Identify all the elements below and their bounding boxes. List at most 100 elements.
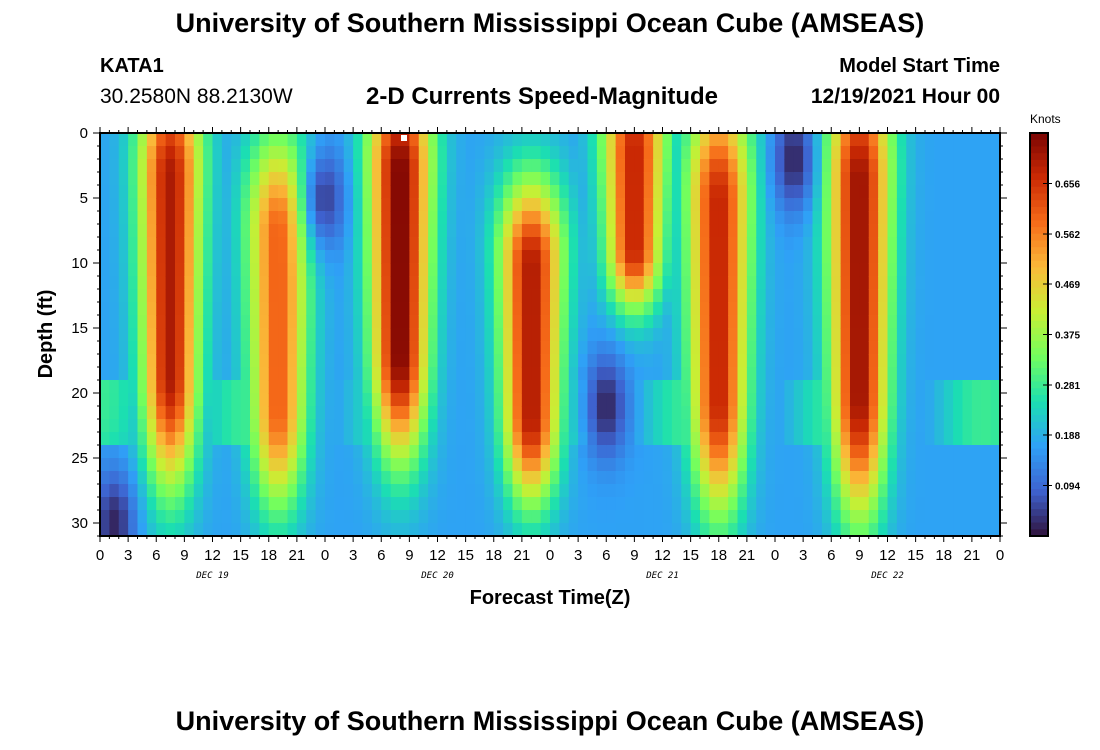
colorbar-segment bbox=[1030, 435, 1048, 443]
heatmap-cell bbox=[550, 419, 560, 433]
heatmap-cell bbox=[184, 471, 195, 485]
heatmap-cell bbox=[990, 250, 1001, 264]
heatmap-cell bbox=[906, 367, 917, 381]
heatmap-cell bbox=[990, 380, 1001, 394]
heatmap-cell bbox=[934, 393, 945, 407]
heatmap-cell bbox=[765, 432, 776, 446]
heatmap-cell bbox=[625, 523, 635, 537]
heatmap-cell bbox=[878, 224, 889, 238]
heatmap-cell bbox=[784, 328, 795, 342]
heatmap-cell bbox=[896, 458, 907, 472]
heatmap-cell bbox=[437, 523, 448, 537]
heatmap-cell bbox=[775, 484, 785, 498]
heatmap-cell bbox=[803, 367, 814, 381]
heatmap-cell bbox=[784, 510, 795, 524]
heatmap-cell bbox=[418, 185, 429, 199]
heatmap-cell bbox=[915, 354, 926, 368]
heatmap-cell bbox=[868, 315, 879, 329]
heatmap-cell bbox=[428, 237, 439, 251]
heatmap-cell bbox=[615, 393, 626, 407]
heatmap-cell bbox=[325, 198, 335, 212]
heatmap-cell bbox=[756, 393, 767, 407]
heatmap-cell bbox=[906, 523, 917, 537]
heatmap-cell bbox=[315, 406, 326, 420]
heatmap-cell bbox=[193, 146, 204, 160]
heatmap-cell bbox=[146, 458, 157, 472]
heatmap-cell bbox=[746, 263, 757, 277]
heatmap-cell bbox=[193, 302, 204, 316]
heatmap-cell bbox=[128, 250, 139, 264]
heatmap-cell bbox=[418, 250, 429, 264]
heatmap-cell bbox=[109, 484, 120, 498]
heatmap-cell bbox=[981, 133, 992, 147]
heatmap-cell bbox=[109, 237, 120, 251]
heatmap-cell bbox=[231, 302, 242, 316]
heatmap-cell bbox=[859, 471, 870, 485]
heatmap-cell bbox=[296, 250, 307, 264]
heatmap-cell bbox=[268, 133, 279, 147]
heatmap-cell bbox=[887, 172, 898, 186]
heatmap-cell bbox=[765, 354, 776, 368]
heatmap-cell bbox=[175, 419, 185, 433]
heatmap-cell bbox=[287, 276, 298, 290]
heatmap-cell bbox=[896, 224, 907, 238]
heatmap-cell bbox=[943, 198, 954, 212]
heatmap-cell bbox=[240, 211, 251, 225]
heatmap-cell bbox=[268, 289, 279, 303]
heatmap-cell bbox=[437, 458, 448, 472]
heatmap-cell bbox=[250, 341, 260, 355]
heatmap-cell bbox=[306, 393, 317, 407]
heatmap-cell bbox=[493, 289, 504, 303]
heatmap-cell bbox=[409, 458, 420, 472]
heatmap-cell bbox=[231, 523, 242, 537]
heatmap-cell bbox=[118, 406, 129, 420]
heatmap-cell bbox=[990, 458, 1001, 472]
heatmap-cell bbox=[287, 250, 298, 264]
heatmap-cell bbox=[418, 367, 429, 381]
heatmap-cell bbox=[428, 146, 439, 160]
heatmap-cell bbox=[662, 276, 673, 290]
heatmap-cell bbox=[821, 146, 832, 160]
heatmap-cell bbox=[428, 315, 439, 329]
heatmap-cell bbox=[887, 302, 898, 316]
heatmap-cell bbox=[456, 146, 467, 160]
heatmap-cell bbox=[962, 172, 973, 186]
heatmap-cell bbox=[728, 133, 739, 147]
colorbar-segment bbox=[1030, 475, 1048, 483]
heatmap-cell bbox=[615, 289, 626, 303]
heatmap-cell bbox=[681, 185, 692, 199]
heatmap-cell bbox=[728, 393, 739, 407]
heatmap-cell bbox=[690, 289, 701, 303]
heatmap-cell bbox=[700, 367, 710, 381]
heatmap-cell bbox=[793, 341, 804, 355]
heatmap-cell bbox=[681, 146, 692, 160]
heatmap-cell bbox=[559, 250, 570, 264]
heatmap-cell bbox=[821, 510, 832, 524]
heatmap-cell bbox=[690, 432, 701, 446]
heatmap-cell bbox=[981, 250, 992, 264]
heatmap-cell bbox=[165, 133, 176, 147]
heatmap-cell bbox=[325, 432, 335, 446]
heatmap-cell bbox=[231, 432, 242, 446]
heatmap-cell bbox=[906, 458, 917, 472]
heatmap-cell bbox=[803, 406, 814, 420]
heatmap-cell bbox=[681, 510, 692, 524]
heatmap-cell bbox=[306, 172, 317, 186]
heatmap-cell bbox=[109, 328, 120, 342]
heatmap-cell bbox=[184, 484, 195, 498]
heatmap-cell bbox=[278, 328, 289, 342]
heatmap-cell bbox=[906, 302, 917, 316]
heatmap-cell bbox=[109, 289, 120, 303]
heatmap-cell bbox=[587, 471, 598, 485]
heatmap-cell bbox=[540, 458, 551, 472]
heatmap-cell bbox=[175, 406, 185, 420]
heatmap-cell bbox=[137, 471, 148, 485]
heatmap-cell bbox=[925, 510, 935, 524]
heatmap-cell bbox=[653, 406, 664, 420]
heatmap-cell bbox=[531, 471, 542, 485]
heatmap-cell bbox=[390, 497, 401, 511]
heatmap-cell bbox=[625, 237, 635, 251]
heatmap-cell bbox=[146, 328, 157, 342]
heatmap-cell bbox=[287, 419, 298, 433]
heatmap-cell bbox=[981, 484, 992, 498]
